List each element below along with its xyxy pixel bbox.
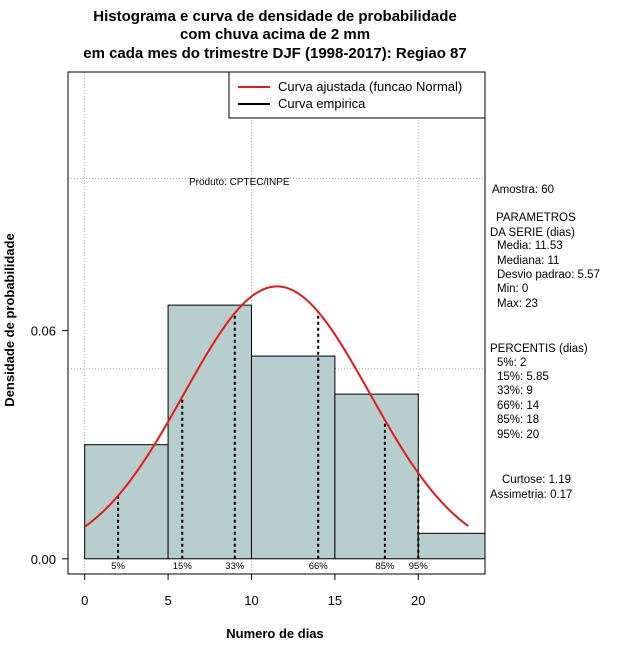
percentile-lines: 5% 15% 33% 66% 85% 95%: [111, 311, 429, 572]
histogram-bar-3: [250, 355, 336, 560]
chart-title-line-2: com chuva acima de 2 mm: [180, 26, 370, 43]
percentile-33: 33%: 9: [497, 385, 533, 397]
percentiles-title: PERCENTIS (dias): [490, 343, 588, 355]
percentile-15: 15%: 5.85: [497, 371, 549, 383]
percentile-label-85: 85%: [375, 561, 395, 572]
stat-mean: Media: 11.53: [497, 240, 563, 252]
params-title-1: PARAMETROS: [496, 212, 576, 224]
percentile-66: 66%: 14: [497, 400, 540, 412]
x-tick-label-0: 0: [81, 593, 88, 608]
stat-sd: Desvio padrao: 5.57: [497, 269, 600, 281]
y-tick-label-0: 0.00: [31, 552, 56, 567]
x-tick-label-15: 15: [328, 593, 342, 608]
y-axis-label: Densidade de probabilidade: [2, 233, 17, 406]
legend-box: [228, 71, 486, 119]
stat-max: Max: 23: [497, 298, 538, 310]
percentile-label-95: 95%: [409, 561, 429, 572]
side-panel: Amostra: 60 PARAMETROS DA SERIE (dias) M…: [490, 184, 600, 501]
histogram-bar-4: [334, 393, 419, 560]
normal-curve-line: [84, 285, 469, 528]
x-axis-label: Numero de dias: [226, 626, 324, 641]
params-title-2: DA SERIE (dias): [490, 227, 575, 239]
stat-median: Mediana: 11: [497, 255, 559, 267]
stat-min: Min: 0: [497, 283, 528, 295]
y-tick-label-1: 0.06: [31, 324, 56, 339]
percentile-95: 95%: 20: [497, 429, 539, 441]
sample-size: Amostra: 60: [492, 184, 554, 196]
x-tick-label-5: 5: [164, 593, 171, 608]
x-tick-label-20: 20: [411, 593, 425, 608]
histogram-bar-1: [84, 444, 169, 560]
x-tick-label-10: 10: [244, 593, 258, 608]
percentile-5: 5%: 2: [497, 357, 526, 369]
skewness: Assimetria: 0.17: [490, 489, 572, 501]
legend-label-normal: Curva ajustada (funcao Normal): [278, 79, 462, 94]
percentile-label-5: 5%: [111, 561, 125, 572]
axes-layer: 0 5 10 15 20 0.00 0.06: [31, 324, 426, 608]
histogram-bars: [84, 304, 486, 560]
percentile-label-15: 15%: [173, 561, 193, 572]
chart-title-line-3: em cada mes do trimestre DJF (1998-2017)…: [83, 45, 467, 62]
kurtosis: Curtose: 1.19: [502, 474, 571, 486]
legend-label-empirical: Curva empirica: [278, 96, 366, 111]
grid-layer: [68, 72, 485, 574]
percentile-85: 85%: 18: [497, 414, 539, 426]
histogram-bar-5: [417, 532, 486, 560]
percentile-label-66: 66%: [309, 561, 329, 572]
legend: Curva ajustada (funcao Normal) Curva emp…: [228, 71, 486, 119]
credit-text: Produto: CPTEC/INPE: [189, 177, 290, 188]
histogram-bar-2: [167, 304, 252, 560]
chart-title-line-1: Histograma e curva de densidade de proba…: [93, 8, 456, 25]
percentile-label-33: 33%: [225, 561, 245, 572]
